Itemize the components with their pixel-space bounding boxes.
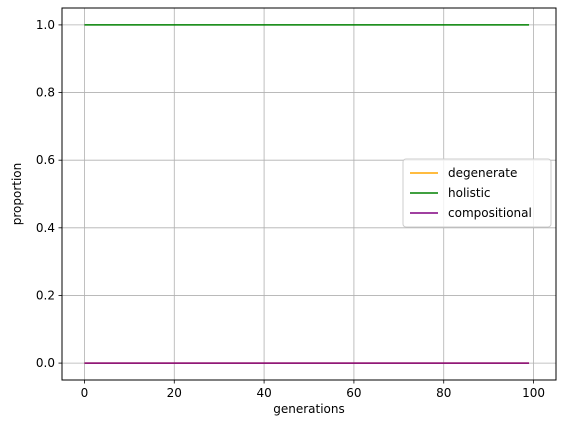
y-tick-label: 0.8 [36, 86, 55, 100]
x-tick-label: 40 [256, 386, 271, 400]
series-lines [84, 24, 530, 364]
x-tick-label: 60 [346, 386, 361, 400]
axes-frame [61, 7, 557, 381]
x-axis-label: generations [273, 402, 345, 416]
x-tick-label: 100 [522, 386, 545, 400]
y-tick-label: 0.2 [36, 288, 55, 302]
x-tick-label: 80 [436, 386, 451, 400]
y-tick-label: 0.6 [36, 153, 55, 167]
legend-label-holistic: holistic [448, 186, 491, 200]
x-tick-label: 20 [167, 386, 182, 400]
y-tick-label: 0.0 [36, 356, 55, 370]
y-tick-label: 1.0 [36, 18, 55, 32]
legend-label-degenerate: degenerate [448, 166, 517, 180]
legend-box [402, 158, 552, 228]
legend: degenerate holistic compositional [402, 158, 552, 228]
legend-label-compositional: compositional [448, 206, 532, 220]
y-tick-label: 0.4 [36, 221, 55, 235]
y-axis-label: proportion [10, 163, 24, 226]
ticks: 0 20 40 60 80 100 0.0 0.2 0.4 0.6 0.8 1.0 [36, 18, 545, 400]
x-tick-label: 0 [81, 386, 89, 400]
